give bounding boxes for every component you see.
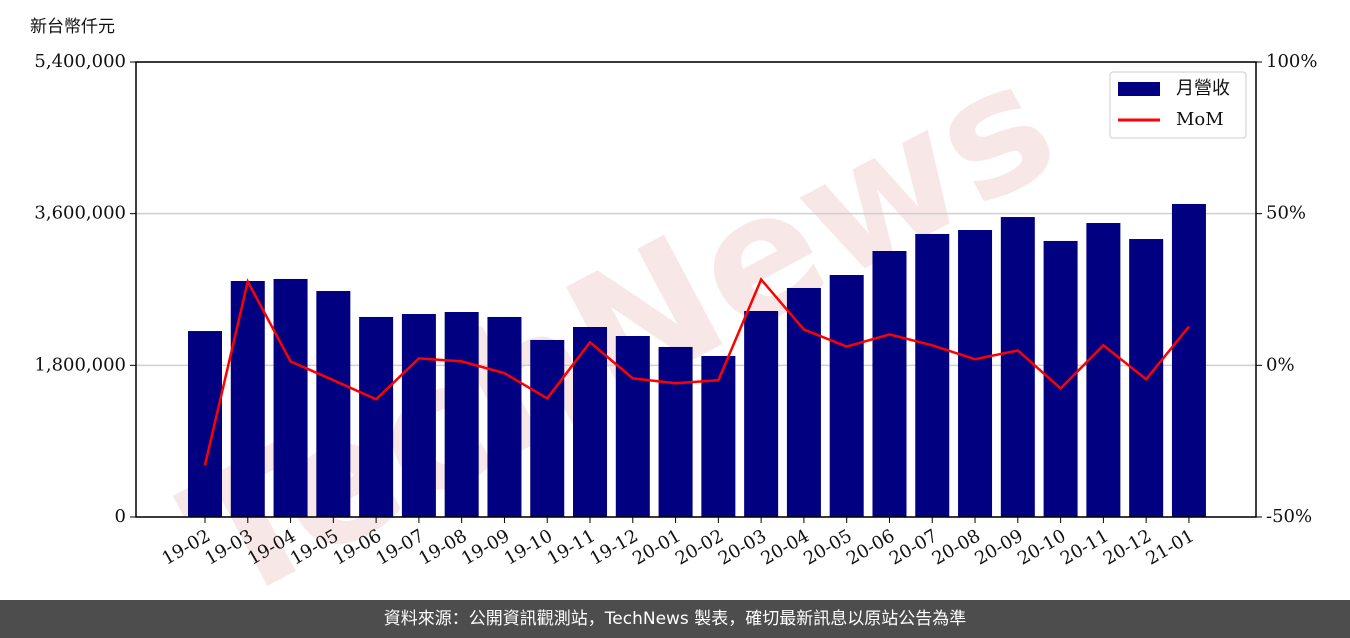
bar bbox=[958, 230, 993, 517]
bar bbox=[744, 310, 779, 517]
bar bbox=[230, 280, 265, 517]
footer: 資料來源：公開資訊觀測站，TechNews 製表，確切最新訊息以原站公告為準 bbox=[0, 600, 1350, 638]
x-tick-label: 20-08 bbox=[929, 525, 984, 569]
bar bbox=[1000, 217, 1035, 517]
y2-tick-label: 50% bbox=[1266, 203, 1306, 224]
x-tick-label: 20-09 bbox=[971, 525, 1026, 569]
x-tick-label: 20-04 bbox=[757, 525, 812, 569]
x-tick-label: 20-11 bbox=[1057, 525, 1112, 569]
bar bbox=[188, 331, 222, 517]
x-tick-label: 19-02 bbox=[159, 525, 214, 569]
legend-swatch bbox=[1118, 82, 1160, 96]
x-tick-label: 20-03 bbox=[715, 525, 770, 569]
bar bbox=[444, 311, 479, 517]
bar bbox=[359, 316, 394, 517]
plot-frame bbox=[135, 61, 1257, 518]
x-tick-label: 20-07 bbox=[886, 525, 941, 569]
bar bbox=[530, 339, 565, 517]
y-tick-label: 3,600,000 bbox=[34, 203, 126, 224]
x-tick-label: 21-01 bbox=[1143, 525, 1198, 569]
chart: TechNews 新台幣仟元 01,800,0003,600,0005,400,… bbox=[30, 17, 1317, 638]
y-tick-label: 0 bbox=[115, 506, 126, 527]
x-tick-label: 20-01 bbox=[629, 525, 684, 569]
bar bbox=[701, 355, 736, 517]
x-tick-label: 20-02 bbox=[672, 525, 727, 569]
bar bbox=[915, 233, 950, 517]
bar bbox=[786, 287, 821, 517]
x-tick-label: 19-09 bbox=[458, 525, 513, 569]
y-tick-label: 1,800,000 bbox=[34, 354, 126, 375]
x-tick-label: 20-10 bbox=[1014, 525, 1069, 569]
bar bbox=[573, 326, 608, 517]
x-tick-label: 19-11 bbox=[544, 525, 599, 569]
x-tick-label: 19-12 bbox=[586, 525, 641, 569]
line bbox=[203, 277, 1190, 466]
bar bbox=[1171, 203, 1206, 517]
legend-label: MoM bbox=[1176, 109, 1224, 130]
y2-tick-label: 100% bbox=[1266, 51, 1317, 72]
y-tick-label: 5,400,000 bbox=[34, 51, 126, 72]
x-tick-label: 19-10 bbox=[501, 525, 556, 569]
y-axis-label: 新台幣仟元 bbox=[30, 17, 115, 37]
bar bbox=[487, 316, 522, 517]
bar bbox=[615, 336, 650, 517]
legend-label: 月營收 bbox=[1176, 78, 1230, 99]
y2-tick-label: -50% bbox=[1266, 506, 1312, 527]
bar bbox=[316, 291, 351, 517]
x-tick-label: 20-12 bbox=[1100, 525, 1155, 569]
bar bbox=[658, 346, 693, 517]
bar bbox=[872, 250, 907, 517]
bar bbox=[401, 314, 436, 517]
bar bbox=[1086, 223, 1121, 517]
bar bbox=[829, 275, 864, 517]
y2-tick-label: 0% bbox=[1266, 354, 1295, 375]
x-tick-label: 20-05 bbox=[800, 525, 855, 569]
bar bbox=[273, 278, 308, 517]
x-tick-label: 20-06 bbox=[843, 525, 898, 569]
